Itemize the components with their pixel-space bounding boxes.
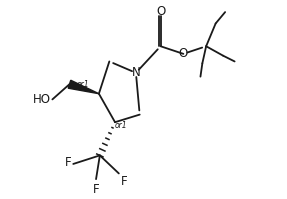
Polygon shape (68, 80, 99, 94)
Text: HO: HO (32, 93, 51, 106)
Text: N: N (131, 66, 140, 79)
Text: F: F (65, 156, 71, 170)
Text: F: F (93, 183, 99, 196)
Text: O: O (156, 5, 165, 18)
Text: F: F (121, 175, 127, 188)
Text: or1: or1 (115, 121, 127, 130)
Text: O: O (179, 47, 188, 60)
Text: or1: or1 (76, 80, 89, 89)
